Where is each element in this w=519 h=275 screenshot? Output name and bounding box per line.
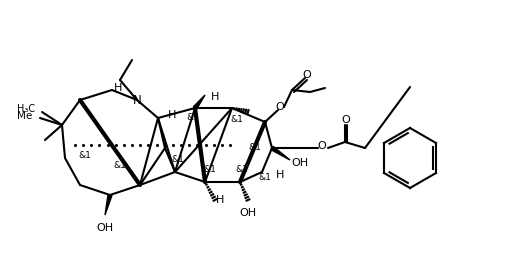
Polygon shape — [105, 194, 112, 215]
Polygon shape — [271, 146, 290, 160]
Text: &1: &1 — [114, 161, 127, 169]
Text: H: H — [216, 195, 224, 205]
Text: O: O — [276, 102, 284, 112]
Text: &1: &1 — [249, 144, 262, 153]
Text: OH: OH — [239, 208, 256, 218]
Text: H: H — [168, 110, 176, 120]
Text: OH: OH — [292, 158, 309, 168]
Text: OH: OH — [97, 223, 114, 233]
Text: O: O — [303, 70, 311, 80]
Text: H: H — [276, 170, 284, 180]
Text: &1: &1 — [172, 155, 184, 164]
Polygon shape — [194, 95, 205, 109]
Text: H: H — [114, 83, 122, 93]
Text: &1: &1 — [186, 114, 199, 122]
Text: H₃C: H₃C — [17, 104, 35, 114]
Text: H: H — [211, 92, 219, 102]
Text: &1: &1 — [236, 166, 249, 175]
Text: &1: &1 — [203, 166, 216, 175]
Text: &1: &1 — [230, 116, 243, 125]
Text: &1: &1 — [78, 150, 91, 160]
Text: &1: &1 — [258, 174, 271, 183]
Text: N: N — [133, 94, 141, 106]
Text: O: O — [318, 141, 326, 151]
Text: Me: Me — [17, 111, 32, 121]
Text: O: O — [342, 115, 350, 125]
